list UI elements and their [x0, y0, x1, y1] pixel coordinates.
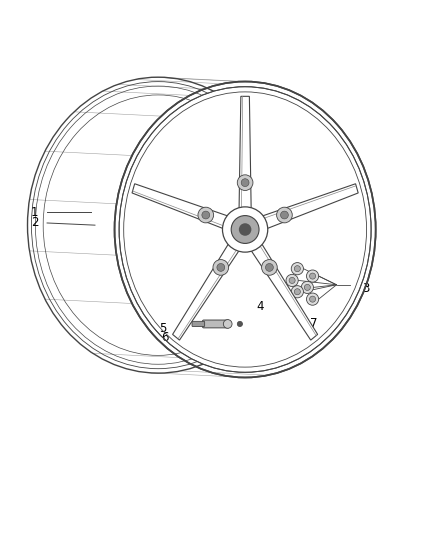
Circle shape [310, 273, 316, 279]
Text: 1: 1 [31, 206, 39, 219]
Polygon shape [173, 240, 241, 340]
Circle shape [213, 260, 229, 275]
Polygon shape [132, 184, 232, 231]
FancyBboxPatch shape [202, 320, 229, 328]
Circle shape [289, 277, 295, 284]
Text: 5: 5 [159, 322, 167, 335]
Circle shape [231, 215, 259, 244]
Circle shape [198, 207, 214, 223]
Text: 6: 6 [162, 330, 169, 343]
Circle shape [223, 320, 232, 328]
Circle shape [223, 207, 268, 252]
Text: 2: 2 [31, 216, 39, 230]
Circle shape [202, 211, 210, 219]
Circle shape [277, 207, 292, 223]
Circle shape [301, 281, 314, 294]
Circle shape [286, 274, 298, 287]
Circle shape [237, 321, 243, 327]
Polygon shape [249, 240, 318, 340]
Circle shape [237, 175, 253, 190]
Circle shape [310, 296, 316, 302]
Circle shape [239, 223, 251, 236]
Polygon shape [258, 184, 358, 231]
Circle shape [280, 211, 288, 219]
Polygon shape [239, 96, 251, 212]
Circle shape [294, 265, 300, 272]
Text: 7: 7 [311, 318, 318, 330]
Circle shape [291, 263, 304, 275]
Circle shape [294, 289, 300, 295]
Circle shape [241, 179, 249, 187]
FancyBboxPatch shape [192, 321, 205, 327]
Text: 3: 3 [363, 282, 370, 295]
Text: 4: 4 [256, 300, 264, 313]
Circle shape [307, 270, 319, 282]
Circle shape [265, 263, 273, 271]
Circle shape [304, 284, 311, 290]
Ellipse shape [119, 87, 371, 373]
Circle shape [307, 293, 319, 305]
Circle shape [217, 263, 225, 271]
Circle shape [261, 260, 277, 275]
Circle shape [291, 286, 304, 298]
